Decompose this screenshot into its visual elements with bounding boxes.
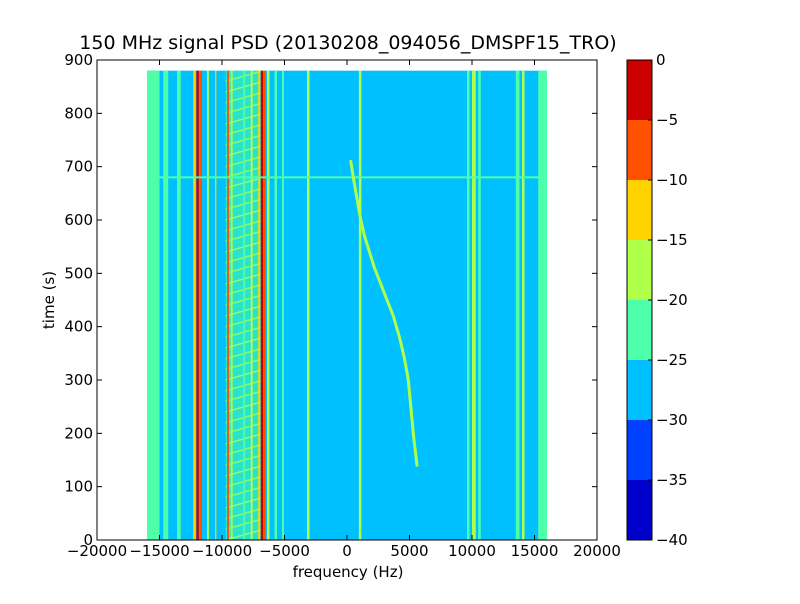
colorbar-segment (627, 240, 652, 300)
y-tick-label: 900 (64, 51, 93, 69)
colorbar-tick-label: −10 (656, 171, 688, 189)
spectral-line (467, 70, 470, 541)
spectral-line (515, 70, 520, 541)
spectral-line (196, 70, 199, 541)
colorbar-segment (627, 420, 652, 480)
spectral-line (358, 70, 362, 541)
colorbar-segment (627, 120, 652, 180)
spectral-line (163, 70, 169, 541)
spectral-line (193, 70, 196, 541)
x-tick-label: 20000 (573, 542, 621, 560)
colorbar-tick-label: −35 (656, 471, 688, 489)
y-tick-label: 500 (64, 264, 93, 282)
x-tick-label: −5000 (259, 542, 310, 560)
spectral-line (267, 70, 270, 541)
x-tick-label: −20000 (67, 542, 127, 560)
x-tick-label: 15000 (511, 542, 559, 560)
y-tick-label: 400 (64, 318, 93, 336)
chart-title: 150 MHz signal PSD (20130208_094056_DMSP… (79, 32, 616, 54)
colorbar-segment (627, 180, 652, 240)
spectral-line (230, 70, 233, 541)
x-tick-label: −15000 (129, 542, 189, 560)
colorbar-tick-label: 0 (656, 51, 666, 69)
spectral-line (250, 70, 253, 541)
x-tick-label: 0 (342, 542, 352, 560)
colorbar-tick-label: −15 (656, 231, 688, 249)
spectral-line (199, 70, 202, 541)
plot-area (147, 69, 547, 541)
spectral-line (307, 70, 310, 541)
colorbar-tick-label: −25 (656, 351, 688, 369)
spectral-line (522, 70, 525, 541)
y-axis-label: time (s) (40, 271, 58, 329)
spectral-line (282, 70, 284, 541)
axes: −20000 −15000 −10000 −5000 0 5000 10000 15000 20… (64, 51, 621, 560)
colorbar-tick-label: −20 (656, 291, 688, 309)
colorbar: −40 −35 −30 −25 −20 −15 −10 −5 0 (626, 51, 688, 549)
colorbar-tick-label: −30 (656, 411, 688, 429)
spectral-line (478, 70, 481, 541)
x-tick-label: 10000 (448, 542, 496, 560)
spectral-line (243, 70, 246, 541)
spectral-line (215, 70, 217, 541)
y-tick-label: 700 (64, 158, 93, 176)
spectral-line (274, 70, 277, 541)
spectral-line (147, 70, 160, 541)
spectral-line (227, 70, 229, 541)
x-tick-label: 5000 (390, 542, 428, 560)
spectral-line (258, 70, 261, 541)
colorbar-segment (627, 300, 652, 360)
horizontal-burst-line (147, 176, 547, 179)
colorbar-segment (627, 480, 652, 540)
spectral-line (472, 70, 476, 541)
spectral-line (538, 70, 547, 541)
colorbar-tick-label: −40 (656, 531, 688, 549)
y-tick-label: 300 (64, 371, 93, 389)
y-tick-label: 100 (64, 478, 93, 496)
spectral-line (177, 70, 181, 541)
y-tick-label: 0 (83, 531, 93, 549)
y-tick-label: 200 (64, 424, 93, 442)
doppler-signal-trace (349, 159, 419, 467)
y-tick-label: 800 (64, 104, 93, 122)
y-tick-label: 600 (64, 211, 93, 229)
spectral-line (260, 70, 264, 541)
colorbar-segment (627, 60, 652, 120)
x-tick-label: −10000 (192, 542, 252, 560)
x-axis-label: frequency (Hz) (293, 563, 404, 581)
spectral-line (207, 70, 209, 541)
colorbar-tick-label: −5 (656, 111, 678, 129)
spectral-line (263, 70, 266, 541)
colorbar-segment (627, 360, 652, 420)
